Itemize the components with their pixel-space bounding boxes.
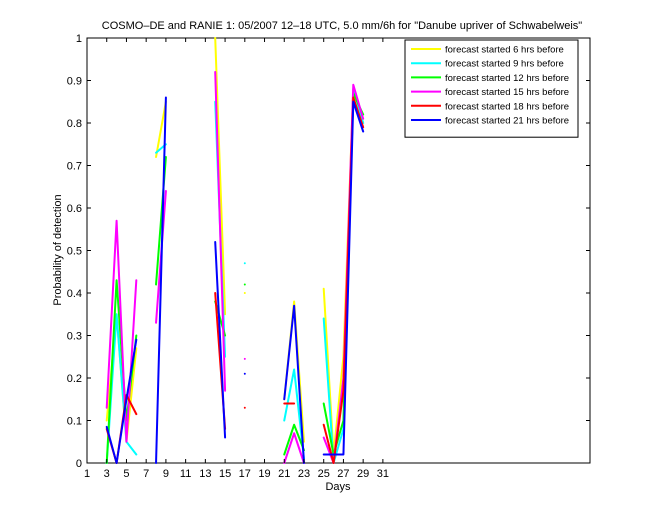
y-tick-label: 0.1 (67, 416, 82, 428)
series-group (105, 37, 365, 464)
y-tick-label: 0 (76, 458, 82, 470)
x-tick-label: 19 (258, 468, 270, 480)
series-line (105, 96, 365, 464)
y-tick-label: 0.3 (67, 331, 82, 343)
x-tick-label: 15 (219, 468, 231, 480)
y-tick-label: 0.8 (67, 118, 82, 130)
y-tick-label: 0.4 (67, 288, 82, 300)
chart-title: COSMO–DE and RANIE 1: 05/2007 12–18 UTC,… (102, 20, 583, 32)
x-tick-label: 25 (318, 468, 330, 480)
x-tick-label: 29 (357, 468, 369, 480)
legend-label: forecast started 21 hrs before (445, 116, 569, 127)
x-tick-label: 23 (298, 468, 310, 480)
y-tick-label: 0.7 (67, 161, 82, 173)
legend: forecast started 6 hrs before forecast st… (404, 39, 579, 138)
y-tick-label: 0.2 (67, 373, 82, 385)
y-tick-label: 0.6 (67, 203, 82, 215)
x-tick-label: 31 (377, 468, 389, 480)
x-axis-label: Days (325, 481, 351, 493)
legend-label: forecast started 15 hrs before (445, 87, 569, 98)
x-tick-label: 13 (199, 468, 211, 480)
legend-label: forecast started 18 hrs before (445, 101, 569, 112)
x-tick-label: 7 (143, 468, 149, 480)
y-axis-label: Probability of detection (52, 194, 64, 305)
x-tick-label: 1 (84, 468, 90, 480)
y-tick-label: 0.5 (67, 246, 82, 258)
legend-label: forecast started 9 hrs before (445, 59, 564, 70)
y-tick-label: 0.9 (67, 76, 82, 88)
legend-label: forecast started 12 hrs before (445, 73, 569, 84)
x-tick-label: 21 (278, 468, 290, 480)
x-tick-label: 11 (180, 468, 191, 480)
x-tick-label: 17 (239, 468, 251, 480)
y-tick-label: 1 (76, 33, 82, 45)
x-tick-label: 9 (163, 468, 169, 480)
legend-label: forecast started 6 hrs before (445, 45, 564, 56)
x-tick-label: 27 (337, 468, 349, 480)
x-tick-label: 5 (123, 468, 129, 480)
x-tick-label: 3 (104, 468, 110, 480)
